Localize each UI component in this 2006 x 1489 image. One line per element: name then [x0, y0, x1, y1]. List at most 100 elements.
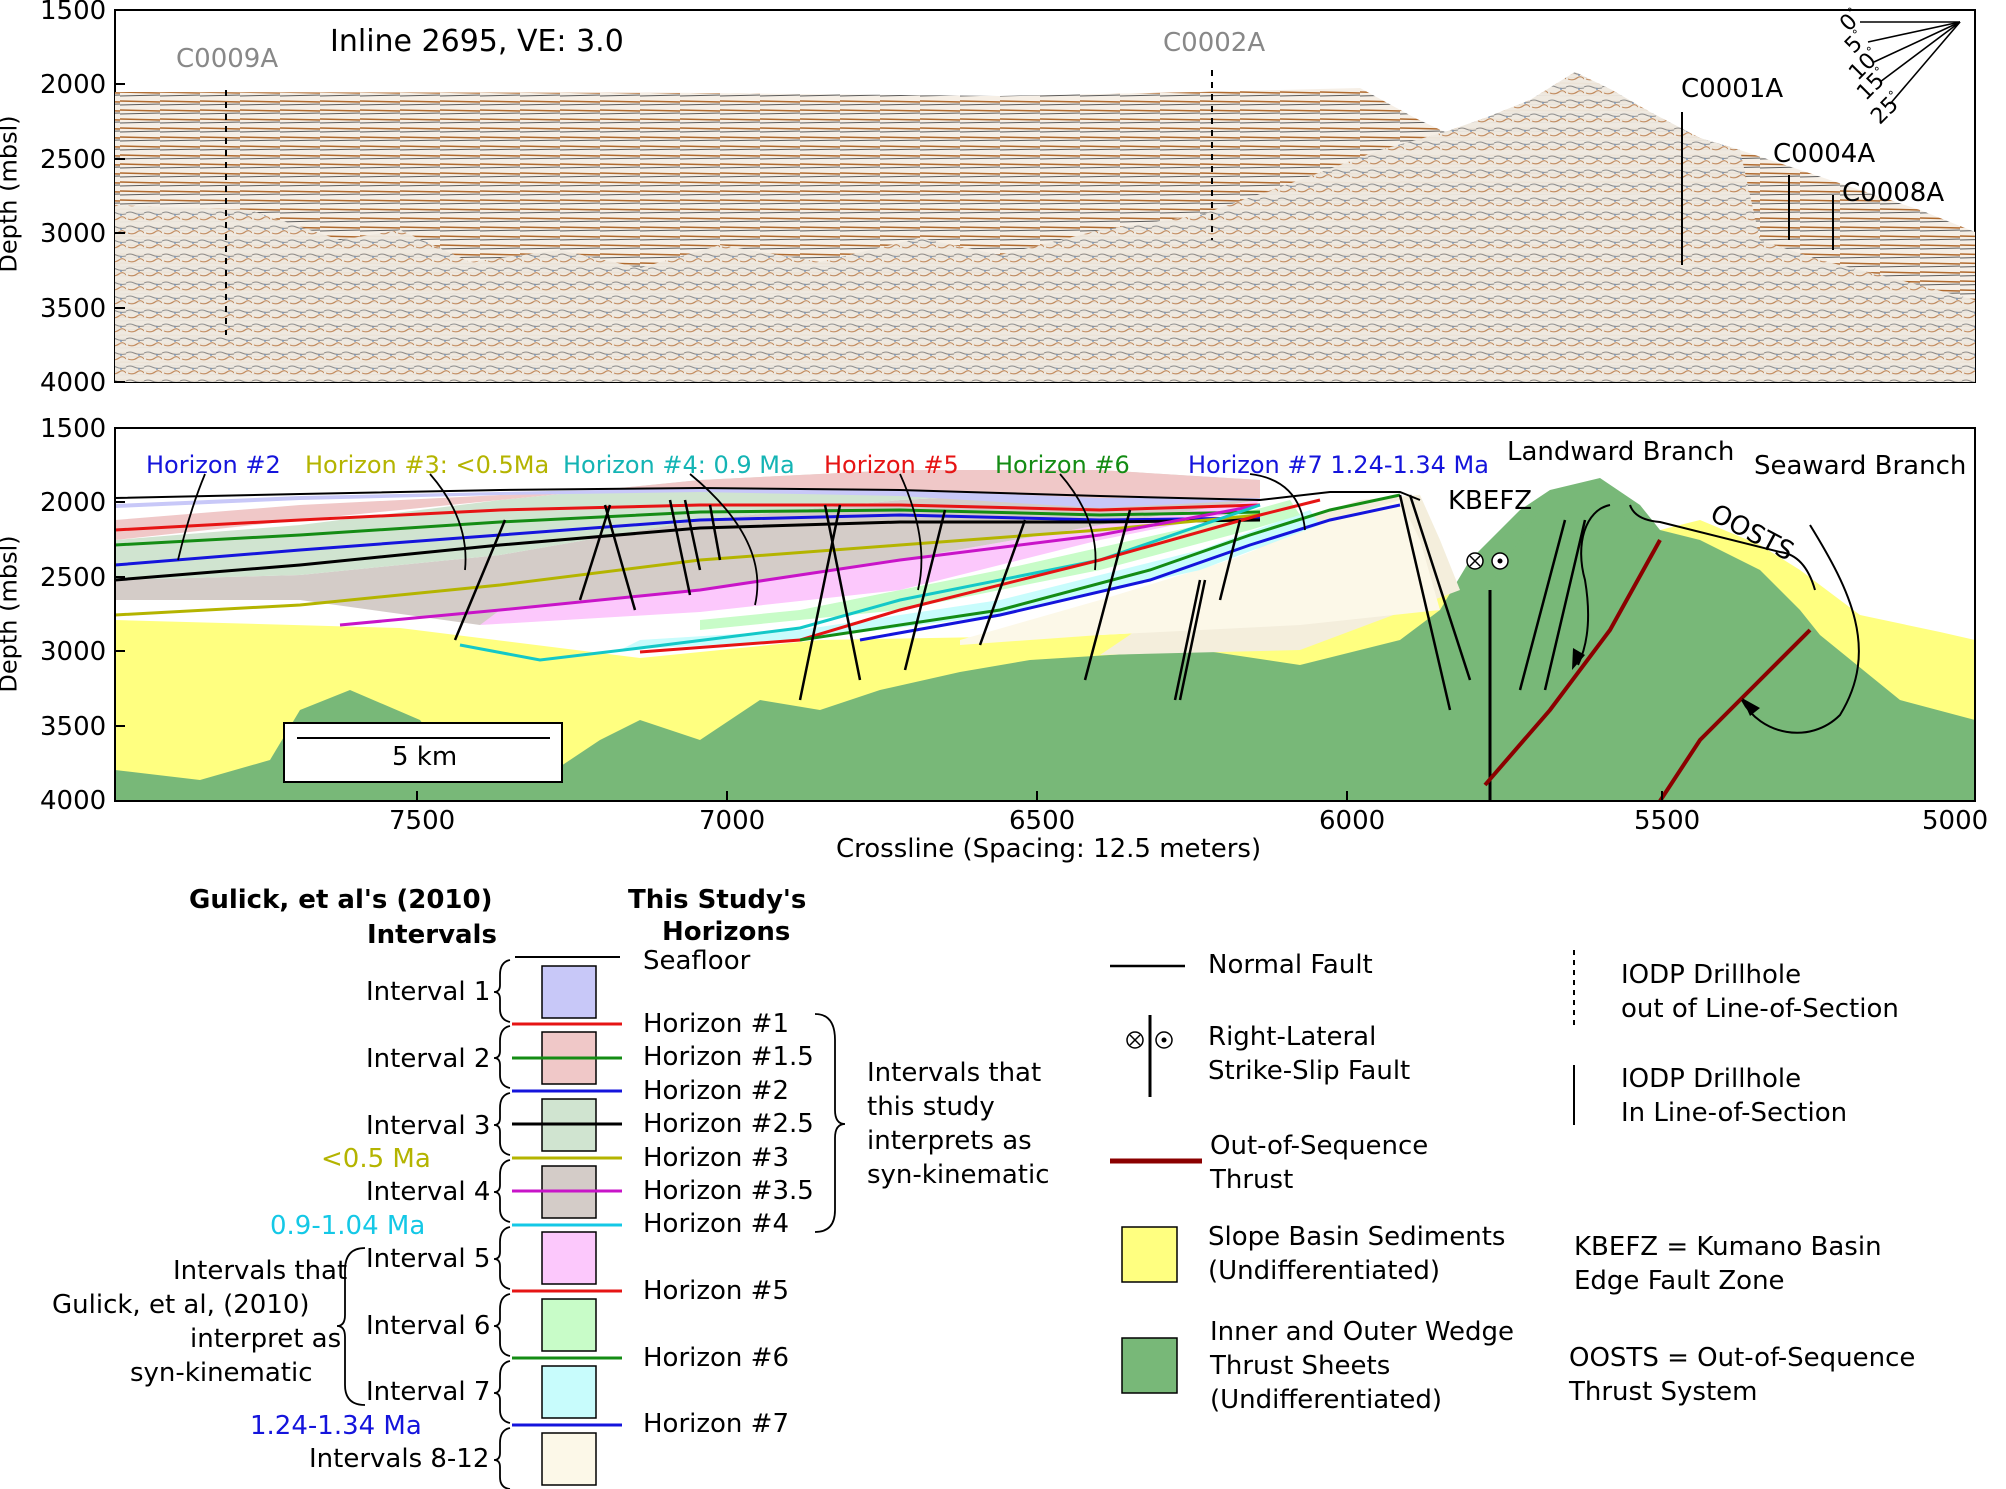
- top-ytick-1500: 1500: [40, 0, 107, 26]
- bottom-ytick-3000: 3000: [40, 637, 107, 667]
- horizon-7-line: [859, 503, 1401, 642]
- intervals-header-2: Intervals: [367, 920, 497, 950]
- top-panel-title: Inline 2695, VE: 3.0: [330, 24, 624, 59]
- bottom-ylabel: Depth (mbsl): [0, 535, 23, 693]
- label-horizon-4: Horizon #4: 0.9 Ma: [563, 451, 795, 479]
- label-oos-thrust-1: Out-of-Sequence: [1210, 1131, 1429, 1161]
- syn-this-study-2: this study: [867, 1092, 995, 1122]
- age-1-24-1-34: 1.24-1.34 Ma: [250, 1411, 422, 1441]
- label-horizon-3-legend: Horizon #3: [643, 1143, 789, 1173]
- symbol-legend: [1110, 950, 1575, 1394]
- swatch-interval-8-12: [541, 1432, 597, 1486]
- top-ytick-3500: 3500: [40, 294, 107, 324]
- label-horizon-2: Horizon #2: [146, 451, 281, 479]
- oosts-bracket: [1629, 504, 1816, 591]
- top-ylabel: Depth (mbsl): [0, 115, 23, 273]
- label-interval-5: Interval 5: [366, 1244, 491, 1274]
- top-ytick-3000: 3000: [40, 219, 107, 249]
- drillhole-c0002a-label: C0002A: [1163, 28, 1266, 58]
- horizon-5-line: [639, 498, 1321, 654]
- bottom-ytick-3500: 3500: [40, 712, 107, 742]
- label-horizon-2-5-legend: Horizon #2.5: [643, 1109, 814, 1139]
- label-seaward-branch: Seaward Branch: [1754, 451, 1967, 481]
- drillhole-c0004a-label: C0004A: [1773, 139, 1876, 169]
- intervals-header-1: Gulick, et al's (2010): [189, 885, 493, 915]
- drillhole-c0008a-label: C0008A: [1842, 178, 1945, 208]
- top-ytick-2000: 2000: [40, 70, 107, 100]
- syn-gulick-3: interpret as: [190, 1324, 342, 1354]
- label-interval-6: Interval 6: [366, 1311, 491, 1341]
- label-interval-4: Interval 4: [366, 1177, 491, 1207]
- label-intervals-8-12: Intervals 8-12: [309, 1444, 490, 1474]
- label-horizon-1-legend: Horizon #1: [643, 1009, 789, 1039]
- label-interval-2: Interval 2: [366, 1044, 491, 1074]
- interp-frame: [114, 427, 1976, 802]
- thrust-sheets-swatch: [1121, 1337, 1178, 1394]
- top-ytick-4000: 4000: [40, 368, 107, 398]
- slope-basin-swatch: [1121, 1226, 1178, 1283]
- label-horizon-7: Horizon #7 1.24-1.34 Ma: [1188, 451, 1489, 479]
- horizon-2-line: [114, 513, 1261, 567]
- seafloor-line: [114, 486, 1421, 502]
- label-strike-slip-2: Strike-Slip Fault: [1208, 1056, 1411, 1086]
- label-horizon-1-5-legend: Horizon #1.5: [643, 1042, 814, 1072]
- label-horizon-3-5-legend: Horizon #3.5: [643, 1176, 814, 1206]
- label-drill-out-2: out of Line-of-Section: [1621, 994, 1899, 1024]
- xtick-5000: 5000: [1922, 806, 1989, 836]
- syn-this-study-4: syn-kinematic: [867, 1160, 1050, 1190]
- bottom-ytick-2000: 2000: [40, 488, 107, 518]
- xtick-7500: 7500: [389, 806, 456, 836]
- xtick-6000: 6000: [1319, 806, 1386, 836]
- age-lt-0-5: <0.5 Ma: [321, 1144, 431, 1174]
- interval-8-12-fill: [960, 500, 1440, 645]
- label-interval-3: Interval 3: [366, 1111, 491, 1141]
- label-landward-branch: Landward Branch: [1507, 437, 1735, 467]
- syn-this-study-1: Intervals that: [867, 1058, 1042, 1088]
- label-drill-in-1: IODP Drillhole: [1621, 1064, 1802, 1094]
- syn-this-study-3: interprets as: [867, 1126, 1032, 1156]
- label-interval-1: Interval 1: [366, 977, 491, 1007]
- syn-gulick-2: Gulick, et al, (2010): [52, 1290, 310, 1320]
- horizon-1-5-line: [114, 508, 1261, 547]
- label-thrust-sheets-1: Inner and Outer Wedge: [1210, 1317, 1515, 1347]
- label-interval-7: Interval 7: [366, 1377, 491, 1407]
- seismic-basement: [115, 72, 1975, 382]
- label-horizon-3: Horizon #3: <0.5Ma: [305, 451, 550, 479]
- swatch-interval-6: [541, 1298, 597, 1352]
- horizon-6-line: [799, 493, 1401, 642]
- label-drill-out-1: IODP Drillhole: [1621, 960, 1802, 990]
- interval-4-fill: [115, 490, 1260, 625]
- label-slope-basin-1: Slope Basin Sediments: [1208, 1222, 1506, 1252]
- swatch-interval-1: [541, 965, 597, 1019]
- dip-scale: [1860, 21, 1961, 105]
- scale-bar-label: 5 km: [392, 742, 458, 772]
- wedge-dome: [1480, 490, 1640, 600]
- interval-3-fill: [115, 470, 1260, 580]
- landward-arrow: [1577, 504, 1611, 666]
- swatch-interval-7: [541, 1365, 597, 1419]
- horizon-3-line: [114, 513, 1261, 617]
- horizon-2-5-line: [114, 518, 1261, 582]
- label-thrust-sheets-2: Thrust Sheets: [1210, 1351, 1391, 1381]
- seismic-panel: [114, 9, 1976, 383]
- horizon-leaders: [177, 473, 1306, 606]
- label-oos-thrust-2: Thrust: [1210, 1165, 1294, 1195]
- seaward-arrow: [1741, 524, 1860, 734]
- label-horizon-6-legend: Horizon #6: [643, 1343, 789, 1373]
- label-drill-in-2: In Line-of-Section: [1621, 1098, 1848, 1128]
- label-horizon-4-legend: Horizon #4: [643, 1209, 789, 1239]
- label-oosts-def-1: OOSTS = Out-of-Sequence: [1569, 1343, 1916, 1373]
- interval-6-fill: [700, 500, 1300, 630]
- label-slope-basin-2: (Undifferentiated): [1208, 1256, 1441, 1286]
- label-seafloor: Seafloor: [643, 946, 751, 976]
- label-thrust-sheets-3: (Undifferentiated): [1210, 1385, 1443, 1415]
- horizon-1-line: [114, 503, 1261, 532]
- drillhole-c0001a-label: C0001A: [1681, 74, 1784, 104]
- label-oosts-def-2: Thrust System: [1569, 1377, 1758, 1407]
- normal-faults: [453, 494, 1587, 711]
- horizons-header-2: Horizons: [662, 917, 791, 947]
- horizon-3-5-line: [339, 503, 1261, 627]
- syn-gulick-4: syn-kinematic: [130, 1358, 313, 1388]
- label-kbefz: KBEFZ: [1448, 486, 1533, 516]
- bottom-ytick-2500: 2500: [40, 563, 107, 593]
